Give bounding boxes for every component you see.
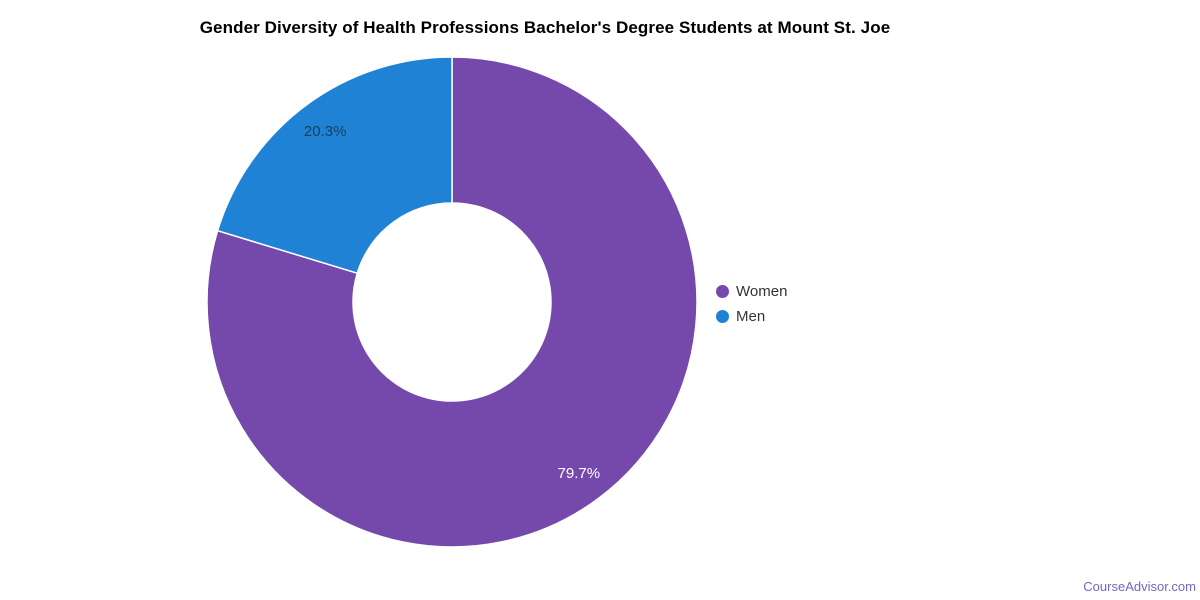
pie-slices	[206, 56, 698, 548]
pie-slice-women[interactable]	[206, 56, 698, 548]
legend-item-men[interactable]: Men	[716, 304, 787, 329]
legend-marker-icon	[716, 310, 729, 323]
legend-label: Men	[736, 308, 766, 325]
legend-marker-icon	[716, 285, 729, 298]
legend-label: Women	[736, 283, 788, 300]
chart-title: Gender Diversity of Health Professions B…	[199, 18, 891, 37]
legend-item-women[interactable]: Women	[716, 279, 787, 304]
pie-slice-labels: 79.7% 20.3%	[304, 123, 600, 482]
pie-label-women: 79.7%	[558, 465, 601, 482]
watermark-link[interactable]: CourseAdvisor.com	[1083, 579, 1196, 594]
pie-slice-men[interactable]	[216, 56, 453, 274]
legend: Women Men	[716, 279, 787, 329]
pie-label-men: 20.3%	[304, 123, 347, 140]
